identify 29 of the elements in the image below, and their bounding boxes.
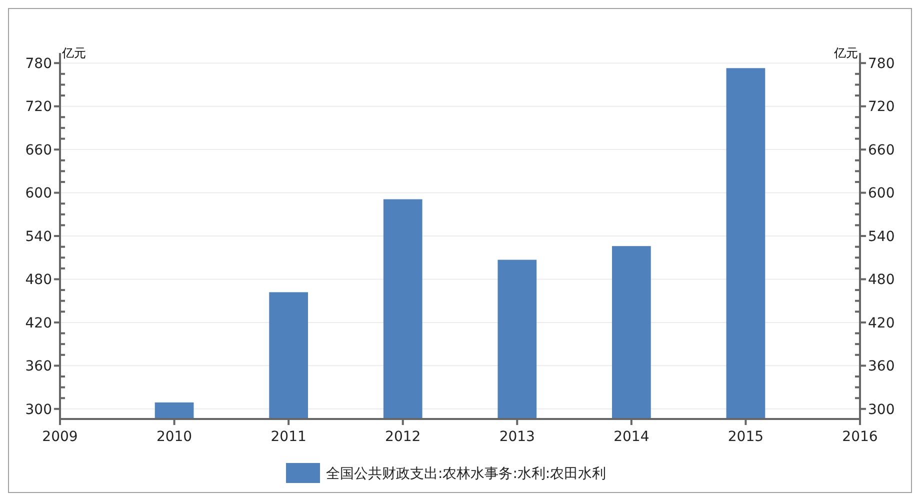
x-tick-label: 2010 — [156, 429, 192, 445]
x-tick-label: 2015 — [728, 429, 764, 445]
x-tick-label: 2014 — [614, 429, 650, 445]
y2-tick-label: 720 — [868, 99, 895, 116]
x-tick-label: 2011 — [270, 429, 306, 445]
y-tick-label: 660 — [25, 142, 52, 158]
legend-label: 全国公共财政支出:农林水事务:水利:农田水利 — [326, 466, 606, 482]
y2-tick-label: 600 — [868, 186, 895, 202]
y-tick-label: 420 — [25, 315, 52, 332]
x-tick-label: 2013 — [499, 429, 535, 445]
x-tick-label: 2009 — [42, 429, 78, 445]
y2-tick-label: 300 — [868, 402, 895, 418]
y-tick-label: 480 — [25, 272, 52, 288]
y-tick-label: 360 — [25, 358, 52, 375]
y2-axis-title: 亿元 — [833, 46, 858, 60]
y2-tick-label: 540 — [868, 228, 895, 245]
y-axis-title: 亿元 — [61, 46, 86, 60]
y-tick-label: 300 — [25, 402, 52, 418]
y2-tick-label: 420 — [868, 315, 895, 332]
y2-tick-label: 480 — [868, 272, 895, 288]
x-tick-label: 2016 — [842, 429, 878, 445]
y2-tick-label: 360 — [868, 358, 895, 375]
y-tick-label: 600 — [25, 186, 52, 202]
y2-tick-label: 780 — [868, 56, 895, 72]
y2-tick-label: 660 — [868, 142, 895, 158]
y-tick-label: 780 — [25, 56, 52, 72]
y-tick-label: 540 — [25, 228, 52, 245]
x-tick-label: 2012 — [385, 429, 421, 445]
y-tick-label: 720 — [25, 99, 52, 116]
